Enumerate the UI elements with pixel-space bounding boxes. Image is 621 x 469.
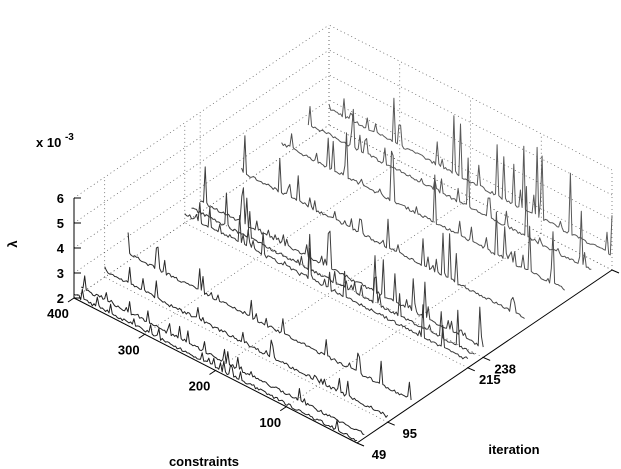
iteration-tick-mark (611, 269, 620, 274)
grid-line (104, 276, 388, 423)
x-axis-label: constraints (169, 454, 239, 469)
series-trace (281, 132, 565, 291)
z-axis-label: λ (5, 240, 20, 248)
grid-line (73, 49, 330, 224)
series-trace (200, 166, 484, 348)
constraints-tick-label: 400 (47, 306, 69, 321)
grid-line (73, 124, 330, 299)
z-tick-label: 3 (57, 266, 64, 281)
grid-line (184, 222, 468, 369)
constraints-tick-mark (209, 370, 216, 375)
iteration-tick-label: 238 (494, 361, 516, 376)
grid-line (73, 99, 330, 274)
iteration-axis-line (356, 269, 613, 444)
grid-line (215, 197, 471, 371)
series-trace (184, 202, 469, 360)
series-trace (307, 106, 592, 270)
iteration-tick-mark (356, 442, 365, 447)
grid-layer (73, 24, 613, 444)
constraints-tick-label: 100 (259, 415, 281, 430)
series-trace (104, 266, 389, 418)
series-trace (73, 288, 358, 442)
z-exponent-power: -3 (65, 132, 74, 143)
axes-frame (73, 198, 613, 444)
constraints-tick-mark (279, 406, 287, 412)
z-exponent-base: x 10 (36, 135, 61, 150)
z-tick-label: 2 (57, 291, 64, 306)
series-trace (241, 135, 525, 319)
series-trace (81, 275, 365, 435)
constraints-tick-label: 200 (189, 379, 211, 394)
series-trace (127, 232, 412, 401)
grid-line (73, 124, 330, 299)
z-exponent-label: x 10 -3 (36, 132, 74, 150)
z-tick-label: 6 (57, 191, 64, 206)
constraints-tick-label: 300 (118, 342, 140, 357)
grid-line (286, 233, 542, 408)
y-axis-label: iteration (488, 442, 539, 457)
iteration-tick-mark (482, 356, 491, 361)
grid-line (328, 74, 613, 221)
grid-line (73, 24, 330, 199)
constraints-tick-mark (138, 333, 146, 339)
constraints-tick-mark (67, 297, 75, 303)
series-trace (328, 97, 613, 256)
iteration-tick-label: 49 (372, 447, 386, 462)
z-tick-label: 4 (57, 241, 65, 256)
grid-line (328, 49, 613, 196)
iteration-tick-mark (387, 421, 395, 426)
trace-layer (73, 97, 613, 442)
grid-line (73, 74, 330, 249)
z-tick-label: 5 (57, 216, 64, 231)
grid-line (144, 160, 400, 335)
grid-line (328, 124, 613, 271)
grid-line (328, 24, 613, 171)
tick-layer: 234564003002001004995215238431 (47, 191, 620, 462)
iteration-tick-mark (467, 367, 476, 372)
iteration-tick-label: 95 (402, 426, 416, 441)
iteration-tick-label: 215 (479, 372, 501, 387)
